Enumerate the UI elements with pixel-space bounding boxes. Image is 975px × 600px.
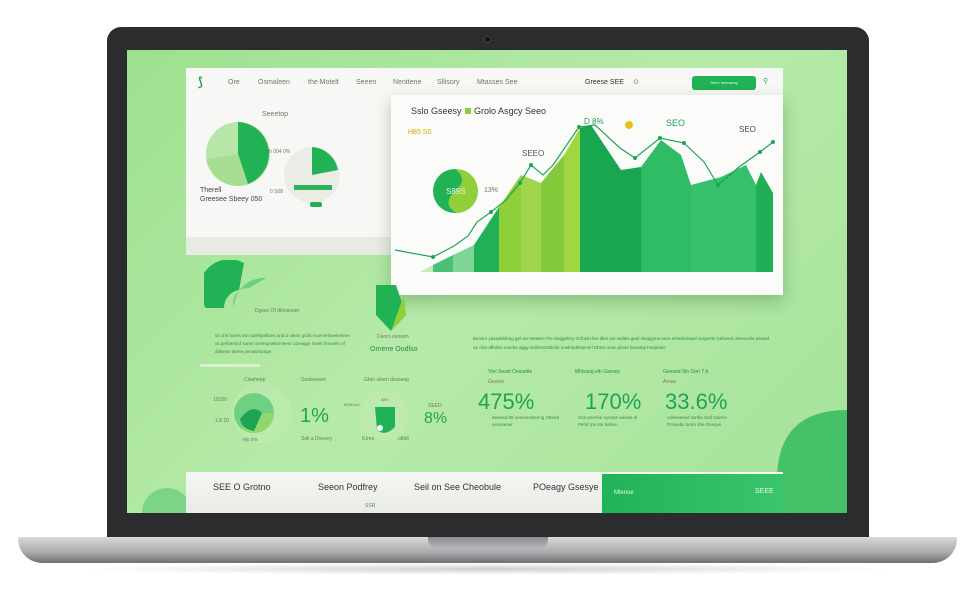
area-segment	[641, 140, 691, 272]
left-label-2: Greesee Sbeey 050	[200, 196, 263, 203]
area-segment	[499, 175, 521, 272]
footer-cta[interactable]	[602, 474, 783, 513]
chart-label-right: SEO	[739, 125, 756, 134]
search-icon[interactable]: ⚲	[763, 78, 769, 85]
area-segment	[564, 128, 580, 272]
gauge-1-a: 19100	[213, 397, 227, 403]
divider	[200, 364, 260, 367]
footer-cta-right[interactable]: SEEE	[755, 488, 774, 495]
gauge-2-title: Gber uleen desseep	[364, 377, 410, 383]
gauge-1-sub: Sell a Dresery	[301, 436, 333, 442]
laptop-notch	[428, 537, 548, 549]
footer-sub: SSR	[365, 503, 376, 509]
stat-1-sub: Gessre	[488, 379, 505, 385]
area-segment	[521, 175, 541, 272]
pie-slice-mid	[206, 154, 248, 186]
area-segment	[756, 172, 773, 272]
divider-bar	[186, 237, 391, 255]
nav-item[interactable]: Nenttene	[393, 79, 422, 86]
screen-decor	[142, 410, 847, 513]
gauge-1-title: Cleeheep	[244, 377, 266, 383]
gauge-1-title2: Gsslseeset	[301, 377, 326, 383]
gauge-2-b: 8.lme	[362, 436, 375, 442]
nav-right-label[interactable]: Greese SEE	[585, 79, 624, 86]
chart-label-peak: SEO	[666, 118, 686, 128]
chart-donut	[433, 168, 479, 213]
area-segment	[433, 255, 453, 272]
stat-3-heading: Geesed Sln Oon 7 b	[663, 369, 709, 375]
gauge-2-a: 8008 m0	[344, 402, 360, 407]
chart-label-mid: SEEO	[522, 149, 545, 158]
trend-points	[431, 125, 775, 259]
nav-item[interactable]: Seeen	[356, 79, 377, 86]
stat-3-value: 33.6%	[665, 389, 728, 414]
stat-2-heading: Mhlsseg eih Gsesey	[575, 369, 621, 375]
footer-cta-left[interactable]: Mlenoe	[614, 490, 634, 496]
trend-line	[394, 124, 774, 258]
logo-icon: ⟆	[198, 75, 203, 89]
pie-slice-green	[238, 122, 269, 184]
footer-tab-4[interactable]: POeagy Gsesye	[533, 482, 599, 492]
paragraph-1: sa Jne hores ssn sbelhpeflaes und a olea…	[215, 333, 350, 354]
donut-chart-small	[284, 147, 340, 203]
donut-side-label: 13%	[484, 187, 499, 194]
paragraph-2: Beosrn yasadelshng gel are Neeterr Pie S…	[473, 336, 770, 350]
stat-1-heading: Vtel Seset Oesoetle	[488, 369, 533, 375]
donut-value: S89S	[446, 187, 466, 196]
stat-3-sub: Arnes	[663, 379, 677, 385]
chart-legend: Grolo Asgcy Seeo	[474, 106, 547, 116]
caption-2: Ceoro oeresm	[377, 334, 409, 340]
pie-legend-1: Tlh 004 0%	[265, 149, 291, 155]
footer-tab-1[interactable]: SEE O Grotno	[213, 482, 271, 492]
chart-tag: H85 S0	[408, 129, 432, 136]
nav-item[interactable]: Osmaleen	[258, 79, 290, 86]
stat-1-desc: Beesed 85 oeseonsbed tg Otteed eesysener	[492, 415, 560, 427]
footer-tab-2[interactable]: Seeon Podfrey	[318, 482, 378, 492]
left-panel-title: Seeetop	[262, 111, 289, 118]
stat-1-value: 475%	[478, 389, 535, 414]
left-label-1: Therell	[200, 187, 222, 194]
legend-swatch	[465, 108, 471, 114]
gauge-2-d: 88%	[381, 397, 390, 402]
gauge-2-chart	[359, 392, 409, 442]
gauge-chart	[204, 260, 266, 308]
area-segment	[541, 155, 564, 272]
gauge-1-b: 1.8 10	[215, 418, 229, 424]
area-segment	[453, 245, 474, 272]
nav-item[interactable]: Sllisory	[437, 79, 460, 86]
area-segment	[474, 207, 499, 272]
footer-tab-3[interactable]: Seil on See Cheobule	[414, 482, 502, 492]
top-nav: Ore Osmaleen the Motelt Seeen Nenttene S…	[228, 79, 517, 86]
gauge-1-chart	[232, 383, 292, 443]
chart-bars	[420, 125, 773, 272]
area-segment	[580, 125, 641, 272]
stat-2-value: 170%	[585, 389, 642, 414]
stat-3-desc: Adeesesed ssrlhe Sed Oserre Prsioebs ber…	[667, 415, 728, 427]
webcam	[484, 36, 491, 43]
gauge-1-value: 1%	[300, 405, 329, 427]
nav-item[interactable]: Ore	[228, 79, 240, 86]
stat-2-desc: Osn peerlse nysepe aaewe el Pehd rps ste…	[578, 415, 638, 427]
pie-legend-2: 0 S08	[270, 189, 284, 195]
nav-item[interactable]: Mtasses See	[477, 79, 518, 86]
caption-1: Dgsso Of dlonsouet	[255, 308, 299, 314]
gauge-2-c: o8d6	[398, 436, 410, 442]
highlight-dot	[625, 121, 633, 129]
nav-item[interactable]: the Motelt	[308, 79, 339, 86]
small-shape-chart	[376, 285, 406, 331]
area-segment	[691, 165, 756, 272]
chart-label-d: D 8%	[584, 117, 604, 126]
caption-3: Ornene Oodlso	[370, 346, 418, 353]
laptop-shadow	[80, 563, 895, 575]
chart-title: Sslo Gseesy	[411, 106, 462, 116]
gauge-1-c: ely ms	[243, 437, 258, 443]
pie-chart	[206, 122, 270, 186]
gauge-2-side: SEED	[428, 403, 442, 409]
nav-cta-button[interactable]: Senn hneranng	[692, 76, 756, 90]
gauge-2-value: 8%	[424, 410, 448, 427]
info-icon[interactable]: ⊙	[633, 79, 639, 86]
small-badge	[310, 202, 322, 207]
area-chart	[394, 121, 775, 272]
